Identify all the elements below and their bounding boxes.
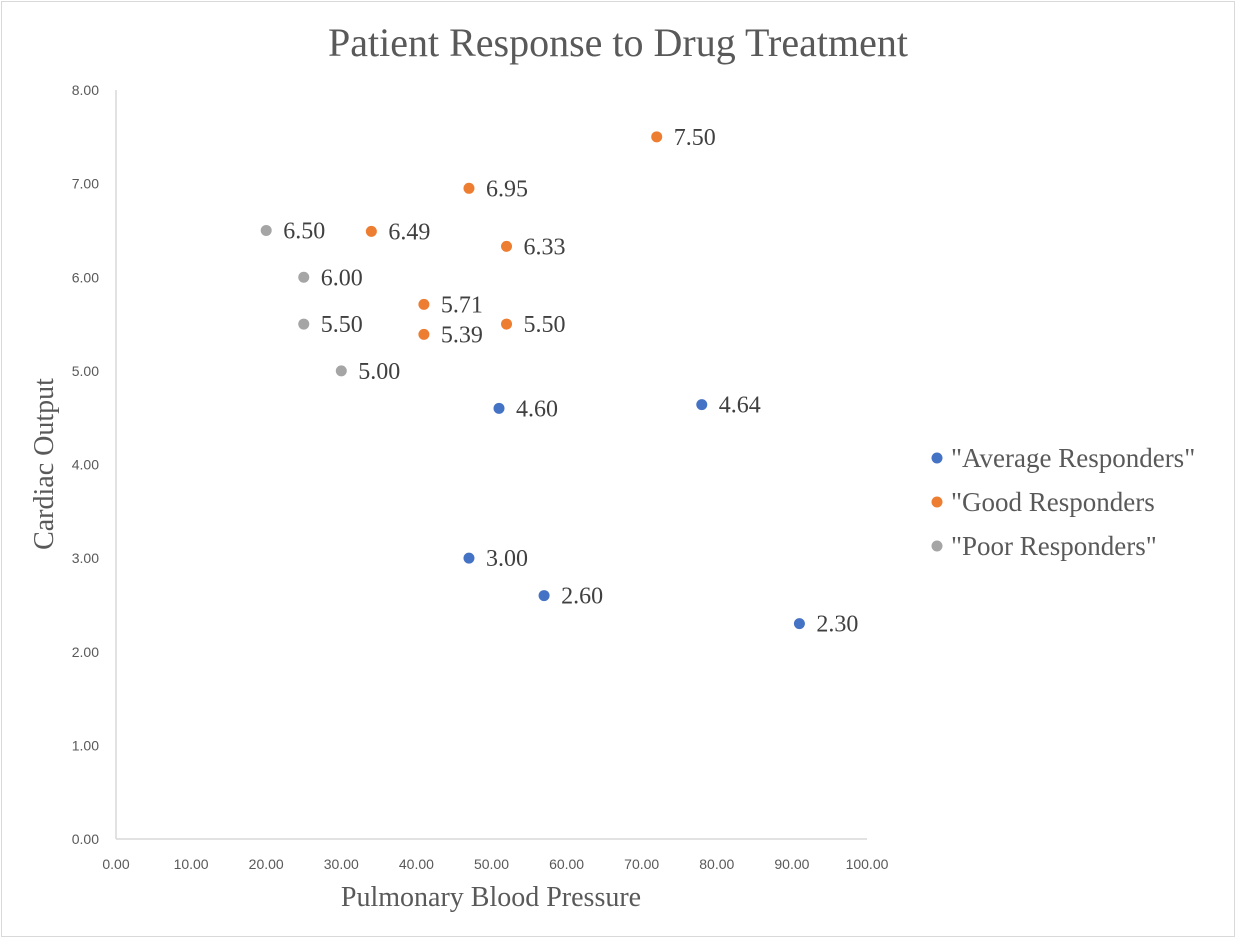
y-axis-ticks: 0.00 1.00 2.00 3.00 4.00 5.00 6.00 7.00 8.00 (72, 82, 99, 847)
data-point (651, 131, 663, 143)
series-group: 6.50 6.00 5.50 5.00 (260, 218, 400, 385)
legend-item: "Good Responders (931, 487, 1155, 517)
data-label: 7.50 (674, 125, 716, 151)
chart-title: Patient Response to Drug Treatment (328, 20, 908, 65)
data-label: 5.50 (321, 312, 363, 338)
y-tick-label: 6.00 (72, 269, 99, 285)
y-tick-label: 4.00 (72, 457, 99, 473)
x-tick-label: 30.00 (324, 856, 359, 872)
x-axis-title: Pulmonary Blood Pressure (341, 882, 641, 913)
x-tick-label: 10.00 (174, 856, 209, 872)
plot-area: 4.60 4.64 3.00 2.60 2.30 7.50 6.95 6.49 6.33 5.71… (260, 125, 858, 638)
data-point (463, 182, 475, 194)
data-point (418, 298, 430, 310)
data-label: 5.00 (358, 359, 400, 385)
data-label: 6.33 (524, 234, 566, 260)
data-label: 2.30 (816, 612, 858, 638)
legend: "Average Responders" "Good Responders "Poo… (931, 443, 1195, 561)
data-label: 6.50 (283, 218, 325, 244)
y-tick-label: 1.00 (72, 737, 99, 753)
x-axis-ticks: 0.00 10.00 20.00 30.00 40.00 50.00 60.00 70.00 8… (102, 856, 888, 872)
x-tick-label: 90.00 (774, 856, 809, 872)
series-group: 4.60 4.64 3.00 2.60 2.30 (463, 393, 858, 638)
y-tick-label: 3.00 (72, 550, 99, 566)
data-label: 2.60 (561, 584, 603, 610)
data-point (538, 590, 550, 602)
data-label: 6.00 (321, 265, 363, 291)
data-label: 3.00 (486, 546, 528, 572)
x-tick-label: 100.00 (846, 856, 889, 872)
y-tick-label: 5.00 (72, 363, 99, 379)
legend-item: "Poor Responders" (931, 531, 1157, 561)
data-point (418, 328, 430, 340)
legend-item: "Average Responders" (931, 443, 1195, 473)
data-point (696, 399, 708, 411)
x-tick-label: 50.00 (474, 856, 509, 872)
legend-label: "Poor Responders" (951, 531, 1157, 561)
data-point (260, 224, 272, 236)
legend-marker-icon (931, 496, 943, 508)
legend-marker-icon (931, 540, 943, 552)
series-group: 7.50 6.95 6.49 6.33 5.71 5.39 5.50 (365, 125, 716, 348)
x-tick-label: 0.00 (102, 856, 129, 872)
x-tick-label: 80.00 (699, 856, 734, 872)
y-tick-label: 0.00 (72, 831, 99, 847)
y-tick-label: 7.00 (72, 176, 99, 192)
x-tick-label: 40.00 (399, 856, 434, 872)
legend-label: "Average Responders" (951, 443, 1195, 473)
data-point (365, 225, 377, 237)
data-point (493, 402, 505, 414)
data-point (501, 318, 513, 330)
data-point (298, 318, 310, 330)
data-label: 6.95 (486, 176, 528, 202)
y-axis-title: Cardiac Output (29, 378, 60, 550)
y-tick-label: 2.00 (72, 644, 99, 660)
legend-label: "Good Responders (951, 487, 1155, 517)
data-point (298, 271, 310, 283)
data-label: 5.71 (441, 292, 483, 318)
data-label: 4.64 (719, 393, 761, 419)
data-point (501, 240, 513, 252)
x-tick-label: 70.00 (624, 856, 659, 872)
x-tick-label: 60.00 (549, 856, 584, 872)
data-point (793, 618, 805, 630)
data-label: 5.50 (524, 312, 566, 338)
x-tick-label: 20.00 (249, 856, 284, 872)
data-label: 5.39 (441, 322, 483, 348)
data-label: 4.60 (516, 396, 558, 422)
legend-marker-icon (931, 452, 943, 464)
data-point (335, 365, 347, 377)
y-tick-label: 8.00 (72, 82, 99, 98)
data-label: 6.49 (388, 219, 430, 245)
data-point (463, 552, 475, 564)
